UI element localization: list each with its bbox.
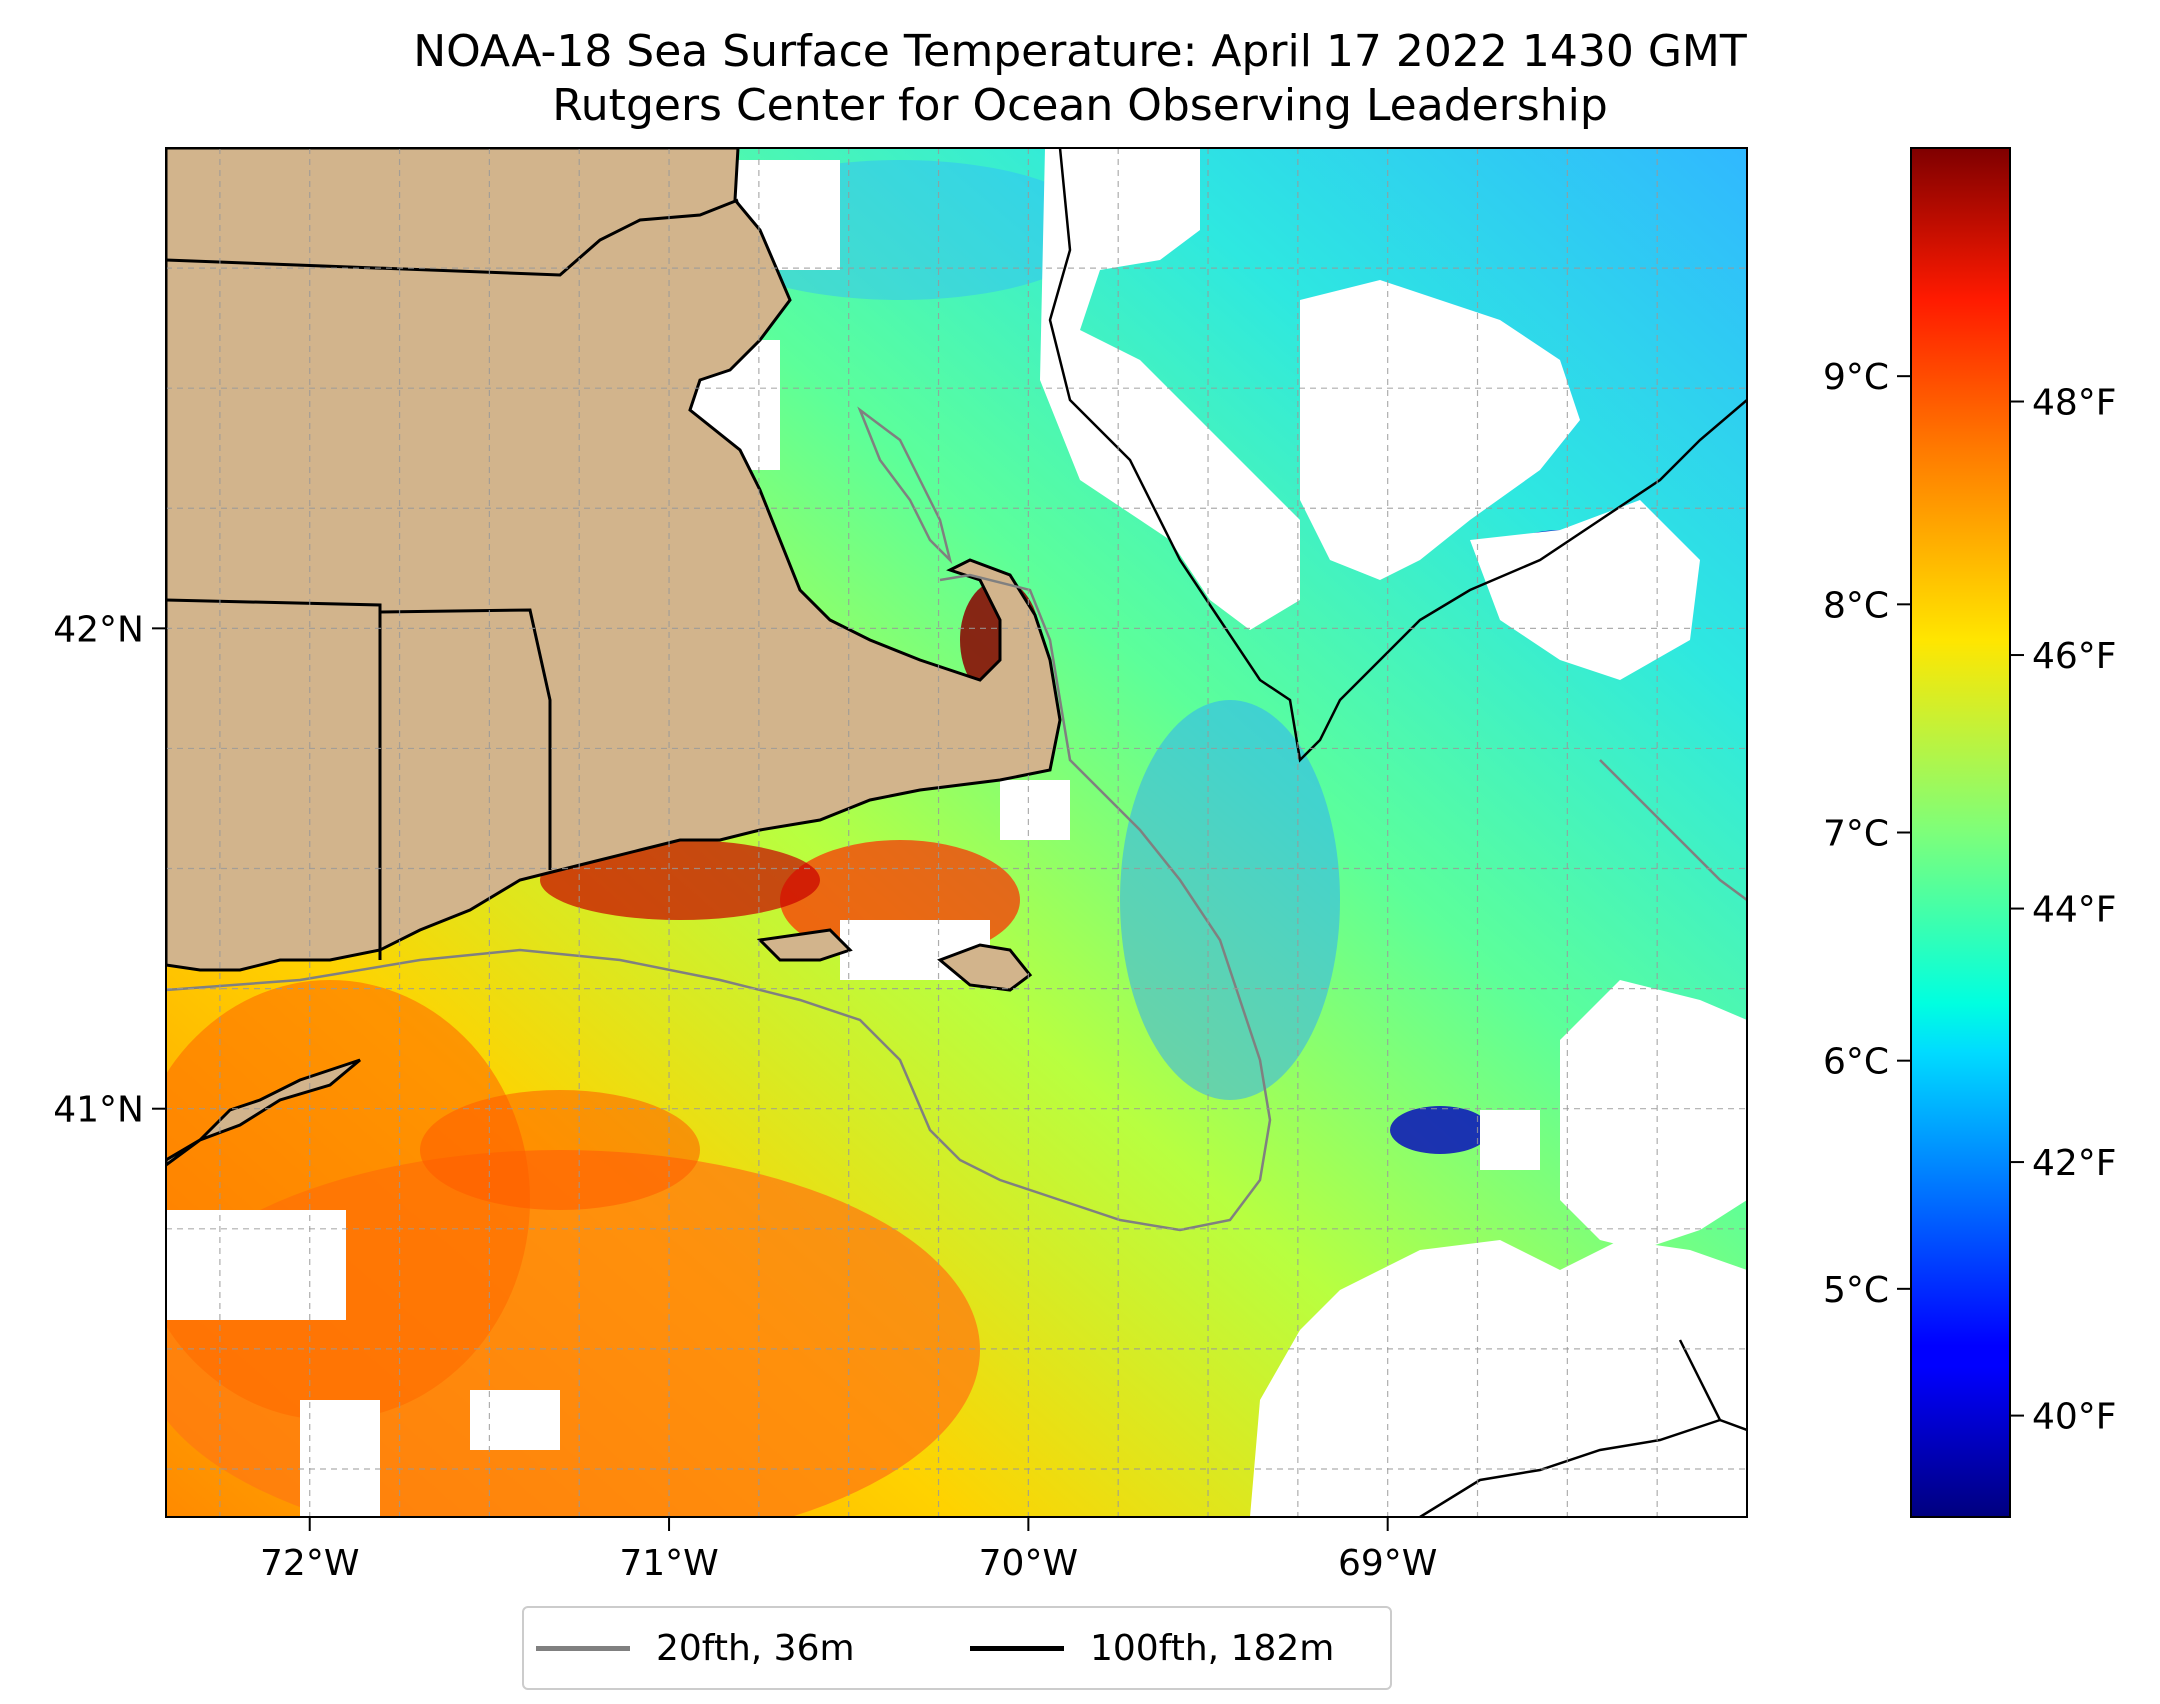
lon-tick-label: 71°W (619, 1543, 718, 1584)
land-long-island (166, 1058, 361, 1167)
land-new-england (166, 148, 1062, 972)
colorbar-fahrenheit-label: 42°F (2032, 1143, 2117, 1184)
isobath-20fth (857, 406, 953, 565)
legend-swatch-20fth (536, 1645, 630, 1651)
colorbar-celsius-label: 7°C (1823, 814, 1889, 855)
colorbar-fahrenheit-label: 46°F (2032, 636, 2117, 677)
state-boundary (166, 598, 382, 960)
land-nova-scotia-bank (1048, 148, 1747, 763)
map-frame (165, 147, 1748, 1518)
isobath-20fth (1599, 759, 1747, 902)
colorbar-fahrenheit-label: 44°F (2032, 890, 2117, 931)
isobath-100fth (1419, 1418, 1721, 1517)
cloud-gap (1000, 780, 1070, 840)
cloud-gap (1300, 280, 1580, 580)
legend-item-100fth: 100fth, 182m (970, 1626, 1334, 1670)
state-boundary (166, 198, 739, 277)
cloud-gap (1470, 500, 1700, 680)
map-title: NOAA-18 Sea Surface Temperature: April 1… (413, 26, 1747, 77)
colorbar (1910, 147, 2011, 1518)
legend-label-100fth: 100fth, 182m (1090, 1627, 1335, 1669)
lon-tick-label: 72°W (260, 1543, 359, 1584)
colorbar-fahrenheit-label: 40°F (2032, 1397, 2117, 1438)
lat-tick-label: 42°N (53, 609, 144, 650)
cloud-gap (470, 1390, 560, 1450)
colorbar-fahrenheit-label: 48°F (2032, 383, 2117, 424)
land-nantucket (937, 943, 1033, 992)
warm-water-patch (420, 1090, 700, 1210)
sst-map: 72°W 71°W 70°W 69°W 42°N 41°N 5°C 6°C 7°C 8°C 9°C… (53, 147, 2117, 1584)
warm-water-patch (166, 980, 530, 1420)
cloud-gap (166, 1210, 346, 1320)
colorbar-celsius-label: 5°C (1823, 1270, 1889, 1311)
legend-item-20fth: 20fth, 36m (536, 1626, 855, 1670)
map-subtitle: Rutgers Center for Ocean Observing Leade… (552, 80, 1608, 131)
warm-water-patch (540, 840, 820, 920)
isobath-20fth (166, 573, 1272, 1232)
cloud-gap (1250, 1240, 1747, 1517)
cloud-gap (1560, 980, 1747, 1250)
lon-tick-label: 69°W (1338, 1543, 1437, 1584)
cloud-gap (300, 1400, 380, 1517)
cold-water-band (1390, 1106, 1490, 1154)
lat-tick-label: 41°N (53, 1090, 144, 1131)
legend-swatch-100fth (970, 1645, 1064, 1651)
cloud-gap (1480, 1110, 1540, 1170)
colorbar-celsius-label: 6°C (1823, 1042, 1889, 1083)
isobath-100fth (1678, 1339, 1747, 1432)
colorbar-celsius-label: 9°C (1823, 357, 1889, 398)
state-boundary (379, 608, 552, 870)
legend-label-20fth: 20fth, 36m (656, 1627, 855, 1669)
colorbar-celsius-label: 8°C (1823, 585, 1889, 626)
land-martha-vineyard (756, 928, 853, 962)
lon-tick-label: 70°W (979, 1543, 1078, 1584)
isobath-legend: 20fth, 36m 100fth, 182m (522, 1606, 1392, 1690)
cold-water-band (1120, 700, 1340, 1100)
